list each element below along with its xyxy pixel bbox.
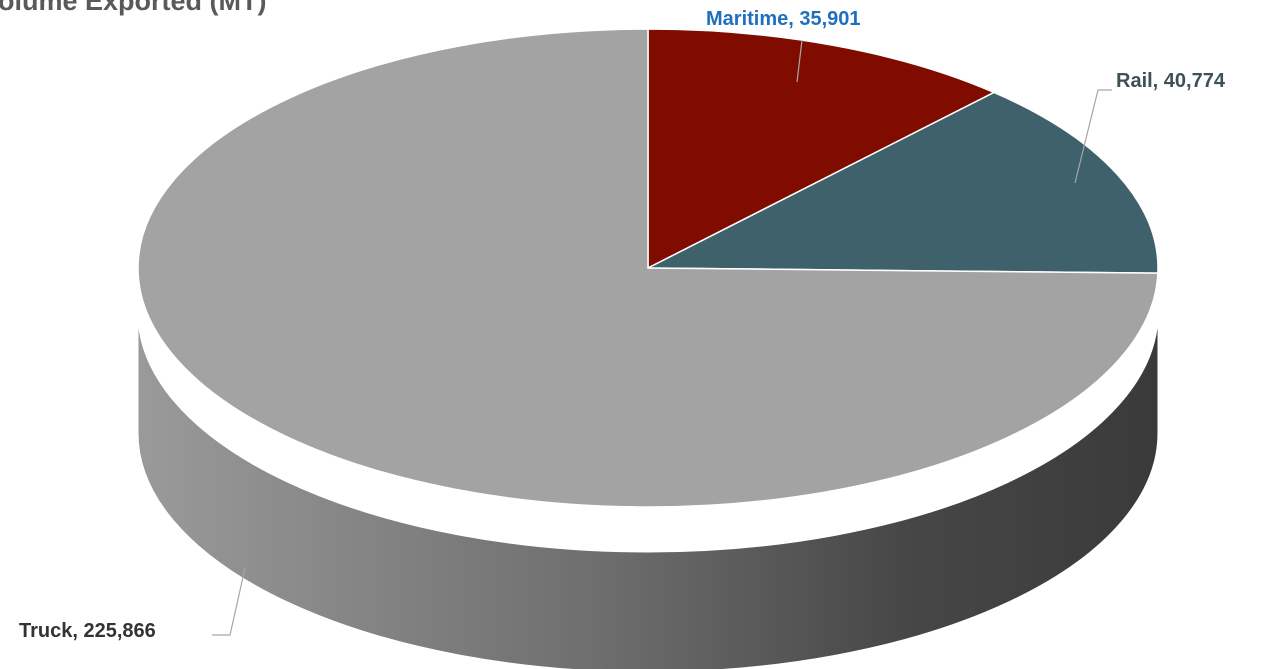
pie-side-wall-surface [137, 312, 1159, 669]
pie-slice-truck [137, 28, 1159, 508]
pie-top-face [137, 28, 1159, 508]
chart-title: Volume Exported (MT) [0, 0, 267, 16]
pie-side-wall [137, 312, 1159, 669]
pie-slice-maritime [647, 28, 996, 270]
data-label-rail: Rail, 40,774 [1116, 70, 1225, 92]
leader-lines [212, 39, 1112, 636]
leader-line-truck [212, 567, 246, 636]
leader-line-maritime [796, 39, 803, 83]
data-label-maritime: Maritime, 35,901 [706, 8, 861, 30]
pie-slice-rail [647, 91, 1159, 274]
leader-line-rail [1074, 89, 1112, 184]
data-label-truck: Truck, 225,866 [19, 620, 156, 642]
